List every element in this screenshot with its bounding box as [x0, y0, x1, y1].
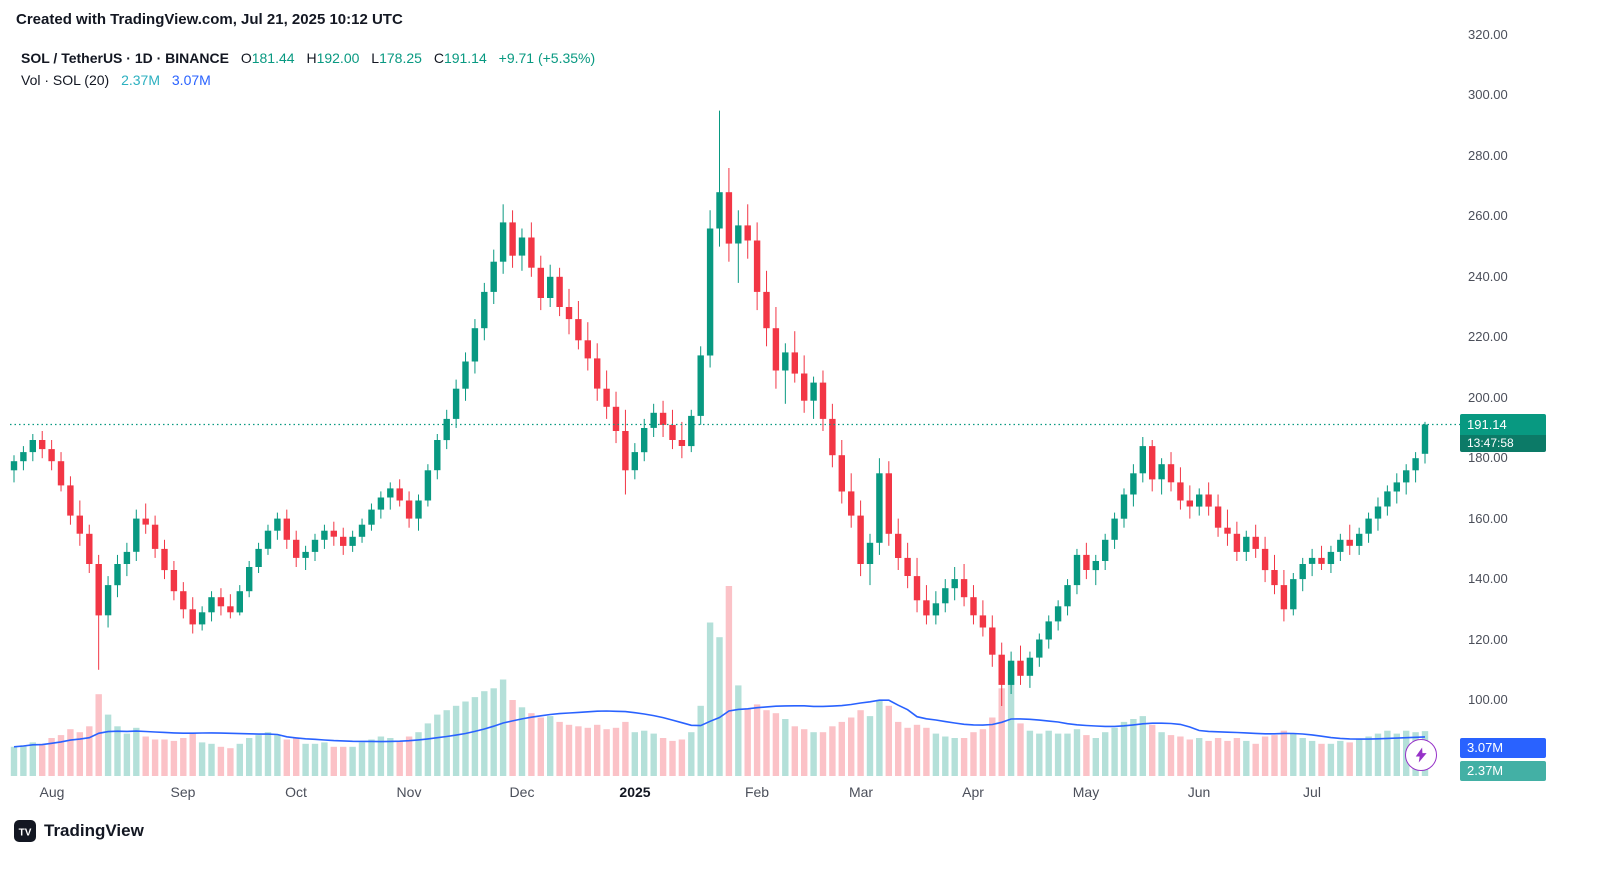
price-axis-label: 260.00	[1468, 208, 1508, 224]
price-change: +9.71 (+5.35%)	[498, 50, 596, 66]
time-axis-label-sep: Sep	[170, 784, 196, 800]
price-axis-label: 220.00	[1468, 329, 1508, 345]
chart-legend: SOL / TetherUS · 1D · BINANCE O181.44 H1…	[21, 47, 595, 91]
price-axis-label: 160.00	[1468, 510, 1508, 526]
price-axis-label: 200.00	[1468, 389, 1508, 405]
price-axis-label: 140.00	[1468, 571, 1508, 587]
time-axis-label-dec: Dec	[509, 784, 535, 800]
volume-ma-line	[13, 699, 1426, 748]
volume-legend-row[interactable]: Vol · SOL (20) 2.37M 3.07M	[21, 69, 595, 91]
time-axis-label-mar: Mar	[848, 784, 874, 800]
price-axis-label: 120.00	[1468, 631, 1508, 647]
volume-badge: 2.37M	[1460, 761, 1546, 781]
price-axis-label: 280.00	[1468, 147, 1508, 163]
price-axis-label: 240.00	[1468, 268, 1508, 284]
price-axis-label: 300.00	[1468, 87, 1508, 103]
lightning-icon	[1415, 747, 1427, 763]
ohlc-high: H192.00	[306, 50, 360, 66]
tradingview-logo[interactable]: TV TradingView	[14, 820, 144, 842]
time-axis-label-may: May	[1072, 784, 1100, 800]
ohlc-low: L178.25	[371, 50, 422, 66]
attribution-text: Created with TradingView.com, Jul 21, 20…	[16, 11, 403, 28]
instant-order-button[interactable]	[1405, 739, 1437, 771]
volume-value: 2.37M	[121, 72, 160, 88]
candles	[10, 110, 1429, 706]
ohlc-open: O181.44	[240, 50, 295, 66]
ohlc-close: C191.14	[433, 50, 487, 66]
time-axis-label-apr: Apr	[962, 784, 984, 800]
time-axis-label-oct: Oct	[285, 784, 307, 800]
time-axis-label-jun: Jun	[1187, 784, 1211, 800]
svg-text:TV: TV	[19, 828, 32, 839]
price-axis-label: 180.00	[1468, 450, 1508, 466]
time-axis-label-jul: Jul	[1303, 784, 1321, 800]
symbol-title: SOL / TetherUS · 1D · BINANCE	[21, 50, 229, 66]
symbol-legend-row[interactable]: SOL / TetherUS · 1D · BINANCE O181.44 H1…	[21, 47, 595, 69]
time-axis-label-aug: Aug	[39, 784, 65, 800]
time-axis-label-2025: 2025	[619, 784, 651, 800]
price-axis-label: 320.00	[1468, 27, 1508, 42]
volume-bars	[10, 586, 1429, 776]
time-axis-label-nov: Nov	[396, 784, 422, 800]
current-price-badge: 191.14	[1460, 414, 1546, 435]
tradingview-mark-icon: TV	[14, 820, 36, 842]
volume-ma-badge: 3.07M	[1460, 738, 1546, 758]
price-axis-label: 100.00	[1468, 692, 1508, 707]
volume-indicator-label: Vol · SOL (20)	[21, 72, 110, 88]
volume-ma-value: 3.07M	[171, 72, 211, 88]
bar-countdown-badge: 13:47:58	[1460, 435, 1546, 452]
brand-name: TradingView	[44, 821, 144, 840]
time-axis-label-feb: Feb	[744, 784, 770, 800]
